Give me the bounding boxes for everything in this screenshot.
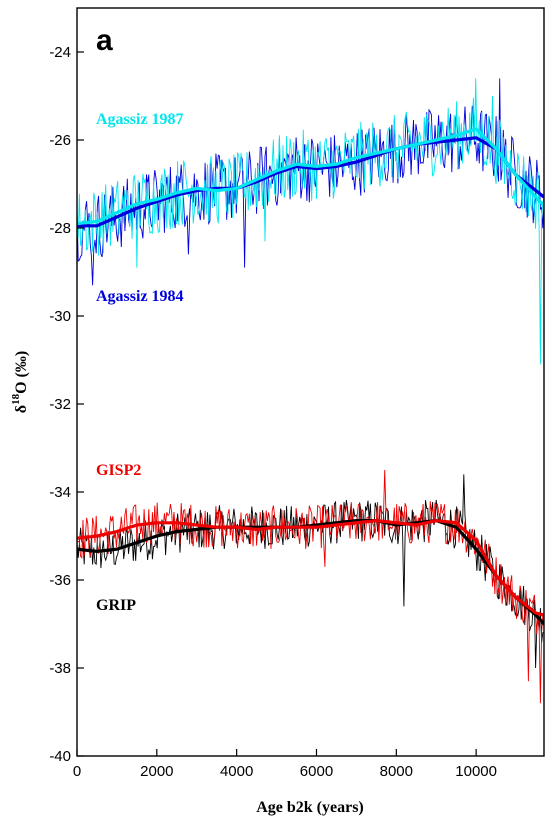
- x-tick-label-1: 2000: [140, 763, 173, 780]
- series-label-3: GRIP: [96, 597, 136, 614]
- x-tick-label-3: 6000: [300, 763, 333, 780]
- raw-line-3: [77, 474, 544, 669]
- y-tick-label-0: -24: [49, 44, 71, 61]
- y-axis-title-prefix: δ: [13, 405, 30, 413]
- plot-frame: [76, 7, 545, 757]
- axes-layer: 0 2000 4000 6000 8000 10000 -24 -26 -28 -30 -32 -34…: [49, 44, 497, 780]
- raw-line-2: [77, 469, 544, 704]
- y-tick-label-3: -30: [49, 308, 71, 325]
- series-layer: [77, 78, 544, 704]
- y-tick-label-6: -36: [49, 572, 71, 589]
- labels-layer: Agassiz 1987 Agassiz 1984 GISP2 GRIP: [96, 111, 184, 614]
- x-axis-title: Age b2k (years): [256, 799, 364, 816]
- series-label-2: GISP2: [96, 462, 141, 479]
- series-label-1: Agassiz 1984: [96, 288, 184, 305]
- smooth-line-2: [77, 518, 544, 617]
- y-tick-label-5: -34: [49, 484, 71, 501]
- panel-label: a: [96, 24, 113, 57]
- y-tick-label-2: -28: [49, 220, 71, 237]
- y-axis-title: δ18O (‰): [10, 351, 30, 413]
- y-tick-label-7: -38: [49, 660, 71, 677]
- y-axis-title-sup: 18: [10, 393, 22, 405]
- x-tick-label-2: 4000: [220, 763, 253, 780]
- y-axis-title-rest: O (‰): [13, 351, 30, 394]
- x-tick-label-5: 10000: [455, 763, 497, 780]
- series-label-0: Agassiz 1987: [96, 111, 184, 128]
- y-tick-label-1: -26: [49, 132, 71, 149]
- smooth-line-0: [77, 127, 544, 226]
- x-tick-label-4: 8000: [380, 763, 413, 780]
- y-tick-label-4: -32: [49, 396, 71, 413]
- y-tick-label-8: -40: [49, 748, 71, 765]
- x-tick-label-0: 0: [73, 763, 81, 780]
- smooth-line-1: [77, 136, 544, 228]
